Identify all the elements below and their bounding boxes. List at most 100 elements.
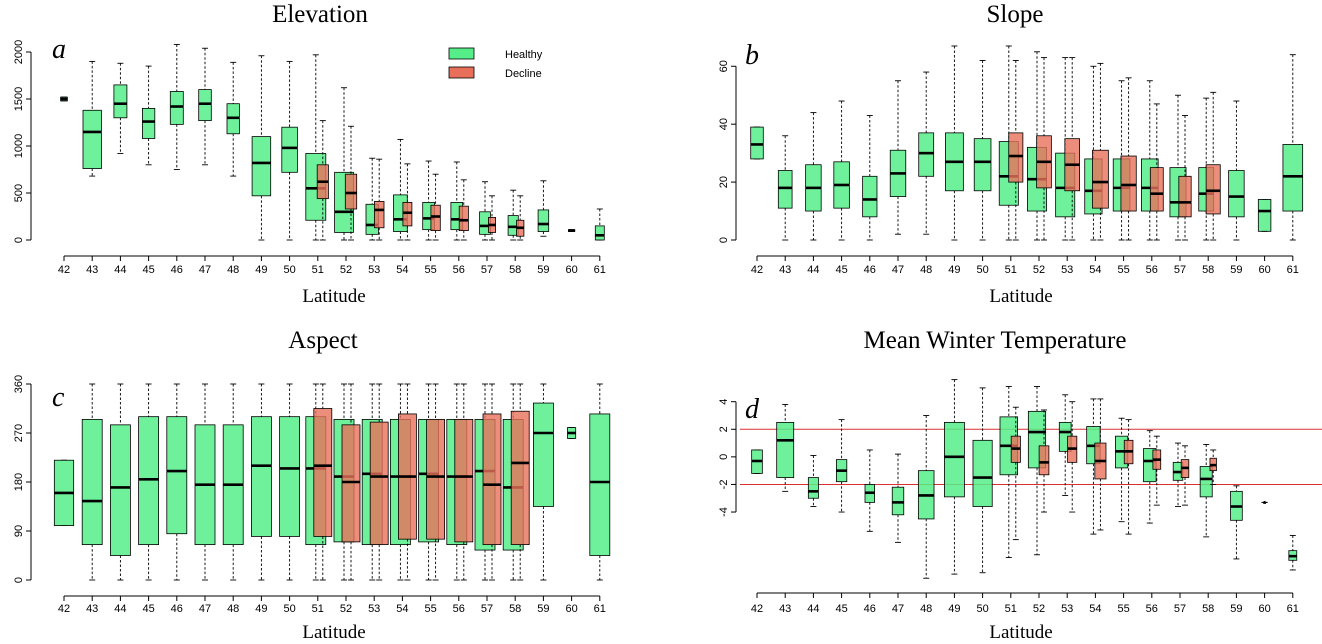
y-tick-label: 180 [13, 473, 25, 491]
x-tick-label: 51 [1005, 264, 1017, 276]
box-decline-51 [1008, 60, 1024, 241]
box-decline-57 [1180, 445, 1190, 506]
x-tick-label: 54 [396, 264, 408, 276]
box-healthy-56 [1141, 80, 1159, 241]
panel-elevation: Elevation a Latitude 0 500 1000 1500 2000 42 4… [13, 1, 606, 307]
box-decline-57 [482, 383, 502, 581]
y-tick-label: 2000 [13, 40, 25, 64]
box-healthy-57 [1169, 94, 1187, 241]
panel-label: b [745, 40, 759, 71]
x-tick-label: 45 [835, 603, 847, 615]
panel-title: Elevation [272, 1, 368, 28]
box [510, 410, 530, 546]
x-tick-label: 42 [751, 603, 763, 615]
box-decline-55 [1123, 419, 1134, 535]
box-healthy-43 [777, 135, 793, 241]
x-tick-label: 53 [1061, 264, 1073, 276]
y-tick-label: 2 [718, 426, 730, 432]
box [426, 418, 446, 540]
x-tick-label: 53 [368, 264, 380, 276]
box-decline-52 [341, 383, 361, 581]
box-decline-54 [1094, 398, 1107, 531]
box-healthy-48 [917, 415, 935, 579]
x-tick-label: 52 [340, 603, 352, 615]
box-healthy-59 [537, 180, 550, 237]
box [537, 209, 550, 232]
x-tick-label: 61 [1287, 264, 1299, 276]
y-tick-label: 0 [718, 237, 730, 243]
x-tick-label: 55 [424, 264, 436, 276]
x-tick-label: 43 [86, 603, 98, 615]
y-tick-label: 360 [13, 375, 25, 393]
box [341, 424, 361, 543]
legend: Healthy Decline [448, 47, 543, 80]
x-tick-label: 60 [565, 603, 577, 615]
x-tick-label: 46 [864, 264, 876, 276]
x-tick-label: 42 [58, 264, 70, 276]
box [1178, 175, 1192, 218]
x-tick-label: 50 [976, 603, 988, 615]
y-tick-label: 0 [13, 577, 25, 583]
box-healthy-43 [81, 383, 103, 581]
x-tick-label: 55 [1117, 603, 1129, 615]
plot-area: -4 -2 0 2 4 42 43 44 45 46 47 48 49 50 51 52 53 54 55 56 57 5… [718, 379, 1322, 615]
box-decline-53 [369, 383, 389, 581]
x-tick-label: 48 [227, 264, 239, 276]
box-decline-52 [344, 125, 358, 241]
box-healthy-46 [862, 115, 878, 241]
x-tick-label: 56 [453, 603, 465, 615]
x-tick-label: 44 [114, 603, 126, 615]
x-tick-label: 46 [171, 603, 183, 615]
box-decline-57 [487, 195, 496, 241]
x-tick-label: 47 [199, 603, 211, 615]
box-healthy-60 [1257, 199, 1272, 232]
box-healthy-44 [113, 62, 128, 154]
box-decline-54 [397, 383, 417, 581]
box [313, 408, 333, 537]
box-healthy-48 [222, 383, 244, 581]
box-healthy-47 [194, 383, 216, 581]
x-axis-label: Latitude [302, 622, 365, 643]
x-tick-label: 47 [892, 603, 904, 615]
box [250, 416, 272, 537]
box-healthy-50 [973, 60, 992, 241]
box-healthy-59 [1228, 100, 1245, 241]
box [589, 413, 611, 556]
box-healthy-58 [1199, 443, 1213, 538]
x-tick-label: 43 [86, 264, 98, 276]
box-healthy-49 [944, 379, 965, 575]
box [1038, 445, 1050, 476]
box-healthy-43 [82, 60, 102, 177]
x-tick-label: 42 [58, 603, 70, 615]
box [777, 170, 793, 209]
box [1092, 149, 1109, 209]
box [1149, 167, 1164, 212]
x-tick-label: 55 [424, 603, 436, 615]
box [369, 421, 389, 546]
box-healthy-45 [138, 383, 160, 581]
x-tick-label: 44 [807, 603, 819, 615]
box-decline-56 [1152, 435, 1162, 506]
box-healthy-60 [1261, 501, 1268, 504]
box [110, 424, 131, 556]
x-tick-label: 49 [255, 264, 267, 276]
x-tick-label: 43 [779, 264, 791, 276]
legend-label-healthy: Healthy [505, 49, 543, 61]
x-tick-label: 59 [537, 264, 549, 276]
x-tick-label: 61 [1287, 603, 1299, 615]
x-tick-label: 49 [255, 603, 267, 615]
box [1120, 155, 1137, 212]
x-tick-label: 58 [1202, 264, 1214, 276]
box-decline-53 [1064, 57, 1080, 241]
box [972, 439, 993, 507]
box [1282, 144, 1304, 212]
x-tick-label: 57 [481, 264, 493, 276]
x-tick-label: 57 [481, 603, 493, 615]
x-tick-label: 59 [1230, 264, 1242, 276]
x-tick-label: 43 [779, 603, 791, 615]
box [198, 89, 212, 122]
y-tick-label: 0 [13, 237, 25, 243]
x-tick-label: 56 [1146, 603, 1158, 615]
box-healthy-50 [281, 60, 298, 241]
x-tick-label: 56 [1146, 264, 1158, 276]
